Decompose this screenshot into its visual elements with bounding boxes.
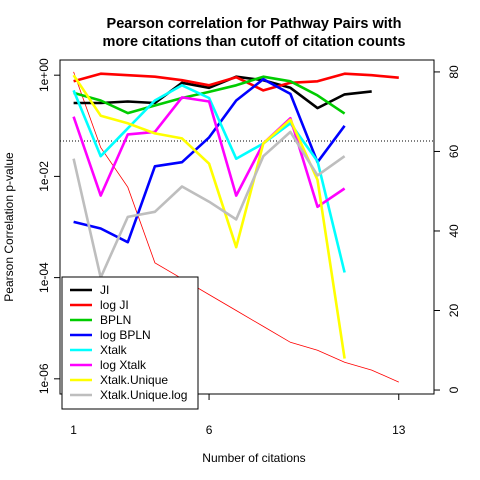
- x-axis-label: Number of citations: [202, 451, 305, 465]
- y-right-tick-label: 80: [447, 65, 461, 79]
- legend-label-bpln: BPLN: [100, 313, 131, 327]
- y-left-tick-label: 1e-04: [37, 262, 51, 293]
- counts-line: [73, 71, 399, 383]
- y-right-tick-label: 0: [447, 386, 461, 393]
- plot-frame: [59, 59, 435, 395]
- chart-title-line-2: more citations than cutoff of citation c…: [103, 34, 406, 50]
- series-layer: [72, 72, 399, 359]
- y-axis-label: Pearson Correlation p-value: [2, 152, 16, 302]
- y-right-tick-label: 40: [447, 224, 461, 238]
- x-tick-label: 13: [392, 423, 406, 437]
- y-right-tick-label: 20: [447, 304, 461, 318]
- y-left-tick-label: 1e+00: [37, 58, 51, 92]
- legend-label-xtalk-unique: Xtalk.Unique: [100, 373, 168, 387]
- legend-label-log-ji: log JI: [100, 298, 129, 312]
- legend-box: [61, 276, 199, 410]
- series-line-xtalk-unique-log: [72, 130, 346, 279]
- legend-label-log-bpln: log BPLN: [100, 328, 151, 342]
- legend-label-ji: JI: [100, 283, 109, 297]
- y-left-tick-label: 1e-02: [37, 161, 51, 192]
- series-line-log-ji: [73, 72, 399, 92]
- series-line-bpln: [73, 75, 346, 115]
- series-line-xtalk-unique: [72, 74, 346, 359]
- axes-layer: 1 6 13 1e+00 1e-02 1e-04 1e-06 0 20 40 60 80: [37, 58, 461, 437]
- legend-label-xtalk-unique-log: Xtalk.Unique.log: [100, 388, 187, 402]
- y-left-tick-label: 1e-06: [37, 363, 51, 394]
- chart-title-line-1: Pearson correlation for Pathway Pairs wi…: [107, 16, 402, 32]
- legend-label-xtalk: Xtalk: [100, 343, 128, 357]
- counts-layer: [73, 71, 399, 383]
- y-right-tick-label: 60: [447, 144, 461, 158]
- x-tick-label: 1: [70, 423, 77, 437]
- series-line-xtalk: [72, 84, 346, 273]
- legend-label-log-xtalk: log Xtalk: [100, 358, 147, 372]
- x-tick-label: 6: [206, 423, 213, 437]
